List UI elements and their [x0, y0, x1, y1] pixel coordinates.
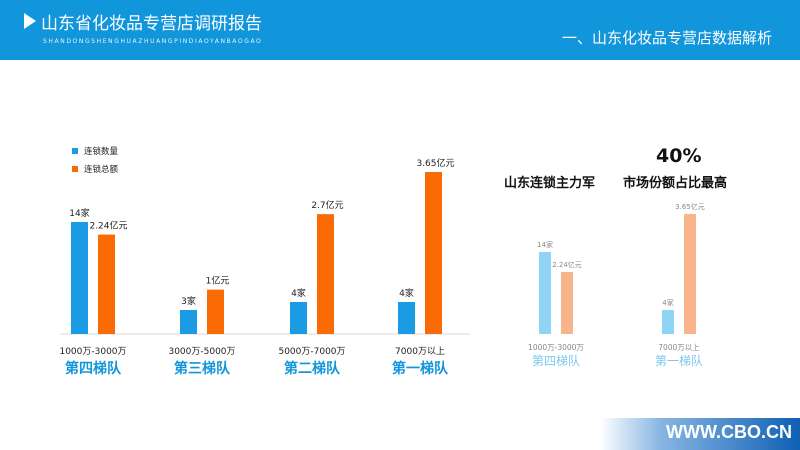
bar-amount [98, 234, 115, 334]
tier-label: 第一梯队 [392, 360, 449, 377]
tier-label: 第四梯队 [65, 360, 122, 377]
legend-label-amount: 连锁总额 [84, 165, 119, 175]
data-label-count: 4家 [291, 287, 306, 299]
legend-item-count: 连锁数量 [72, 144, 118, 158]
small-data-label-count: 4家 [662, 298, 673, 307]
small-category-label: 1000万-3000万 [528, 343, 584, 352]
category-label: 3000万-5000万 [168, 347, 235, 357]
header-bar: 山东省化妆品专营店调研报告 SHANDONGSHENGHUAZHUANGPIND… [0, 0, 800, 60]
legend-swatch-amount [72, 166, 78, 172]
bar-count [180, 310, 197, 334]
data-label-amount: 2.24亿元 [89, 220, 127, 232]
highlight-main-force: 山东连锁主力军 [504, 176, 596, 191]
small-category-label: 7000万以上 [658, 343, 700, 352]
highlight-market-share: 市场份额占比最高 [623, 176, 728, 191]
small-bar-amount [684, 214, 696, 334]
small-bar-count [662, 310, 674, 334]
small-tier-label: 第一梯队 [655, 353, 703, 368]
report-subtitle: SHANDONGSHENGHUAZHUANGPINDIAOYANBAOGAO [43, 38, 263, 45]
legend-swatch-count [72, 148, 78, 154]
bar-count [71, 222, 88, 334]
play-triangle-icon [24, 13, 36, 29]
legend-label-count: 连锁数量 [84, 147, 119, 157]
chart-legend: 连锁数量 连锁总额 [72, 144, 118, 180]
small-data-label-amount: 2.24亿元 [552, 260, 582, 269]
data-label-amount: 2.7亿元 [311, 199, 343, 211]
small-bar-count [539, 252, 551, 334]
bar-amount [317, 214, 334, 334]
chart-area: 14家2.24亿元1000万-3000万第四梯队3家1亿元3000万-5000万… [59, 157, 705, 377]
category-label: 7000万以上 [395, 346, 445, 357]
data-label-amount: 1亿元 [206, 275, 230, 287]
category-label: 5000万-7000万 [278, 347, 345, 357]
data-label-count: 3家 [181, 295, 196, 307]
tier-label: 第三梯队 [174, 360, 231, 377]
category-label: 1000万-3000万 [59, 347, 126, 357]
highlight-percent: 40% [656, 145, 702, 167]
data-label-count: 4家 [399, 287, 414, 299]
report-title: 山东省化妆品专营店调研报告 [41, 14, 262, 34]
bar-amount [425, 172, 442, 334]
footer-url: WWW.CBO.CN [666, 422, 792, 442]
bar-amount [207, 289, 224, 334]
small-bar-amount [561, 272, 573, 334]
tier-label: 第二梯队 [284, 360, 341, 377]
small-data-label-amount: 3.65亿元 [675, 202, 705, 211]
footer-band [600, 418, 800, 450]
legend-item-amount: 连锁总额 [72, 162, 118, 176]
bar-count [398, 302, 415, 334]
bar-count [290, 302, 307, 334]
small-tier-label: 第四梯队 [532, 353, 580, 368]
section-title: 一、山东化妆品专营店数据解析 [561, 29, 772, 47]
small-data-label-count: 14家 [537, 240, 553, 249]
data-label-amount: 3.65亿元 [416, 157, 454, 169]
data-label-count: 14家 [69, 207, 89, 219]
